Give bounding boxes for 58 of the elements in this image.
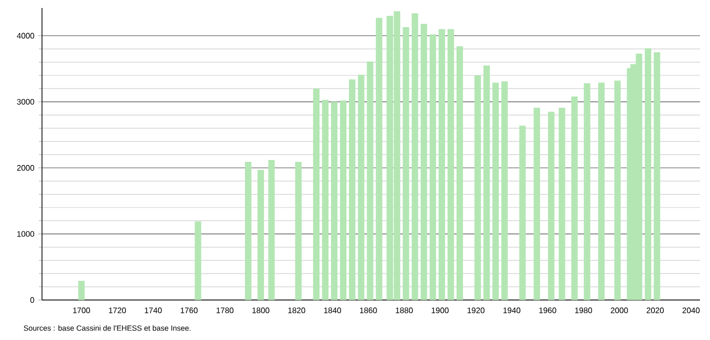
bar — [501, 81, 508, 300]
x-tick-label: 2020 — [646, 308, 664, 314]
bar — [412, 13, 418, 300]
bar — [420, 24, 428, 300]
x-tick-label: 1840 — [324, 308, 342, 314]
y-tick-label: 0 — [30, 297, 34, 303]
bar — [295, 162, 302, 300]
bar — [644, 48, 652, 300]
y-tick-label: 3000 — [16, 98, 34, 105]
bar — [340, 100, 346, 300]
bar — [483, 65, 490, 300]
bar — [313, 88, 320, 300]
x-tick-label: 1720 — [109, 308, 126, 314]
x-tick-label: 2040 — [682, 308, 700, 314]
x-tick-label: 1820 — [288, 308, 306, 314]
bar — [402, 27, 410, 300]
x-tick-label: 1780 — [216, 308, 234, 314]
x-tick-label: 1740 — [144, 308, 162, 314]
bar — [358, 74, 364, 300]
bar — [614, 80, 621, 300]
x-tick-label: 1800 — [252, 308, 270, 314]
bar — [438, 29, 446, 300]
x-tick-label: 1980 — [575, 308, 592, 314]
bar — [258, 170, 264, 300]
x-tick-label: 1700 — [73, 308, 90, 314]
bar — [366, 62, 374, 300]
y-tick-label: 2000 — [17, 165, 34, 171]
bar — [331, 102, 338, 300]
bar — [558, 108, 566, 300]
bar — [268, 160, 275, 300]
x-tick-label: 1880 — [396, 308, 413, 314]
bar — [448, 29, 454, 300]
x-tick-label: 1940 — [503, 308, 520, 314]
y-tick-label: 4000 — [16, 32, 34, 39]
bar — [519, 126, 526, 300]
bar — [322, 100, 329, 300]
bar — [598, 82, 605, 300]
bar — [376, 18, 382, 300]
bar — [571, 96, 578, 300]
bar — [474, 75, 481, 300]
bar — [430, 34, 436, 300]
x-tick-label: 2000 — [610, 308, 628, 314]
x-tick-label: 1900 — [432, 308, 449, 314]
x-tick-label: 1920 — [468, 308, 484, 314]
bar — [584, 83, 590, 300]
bar — [78, 280, 85, 300]
bar — [244, 162, 252, 300]
bar — [534, 108, 540, 300]
bar — [456, 46, 463, 300]
x-tick-label: 1860 — [360, 308, 377, 314]
bar — [654, 52, 660, 300]
x-tick-label: 1760 — [180, 308, 198, 314]
bar — [492, 82, 499, 300]
bar — [548, 112, 554, 300]
x-tick-label: 1960 — [539, 308, 556, 314]
bar — [194, 221, 202, 300]
y-tick-label: 1000 — [17, 231, 34, 237]
bar — [348, 79, 356, 300]
